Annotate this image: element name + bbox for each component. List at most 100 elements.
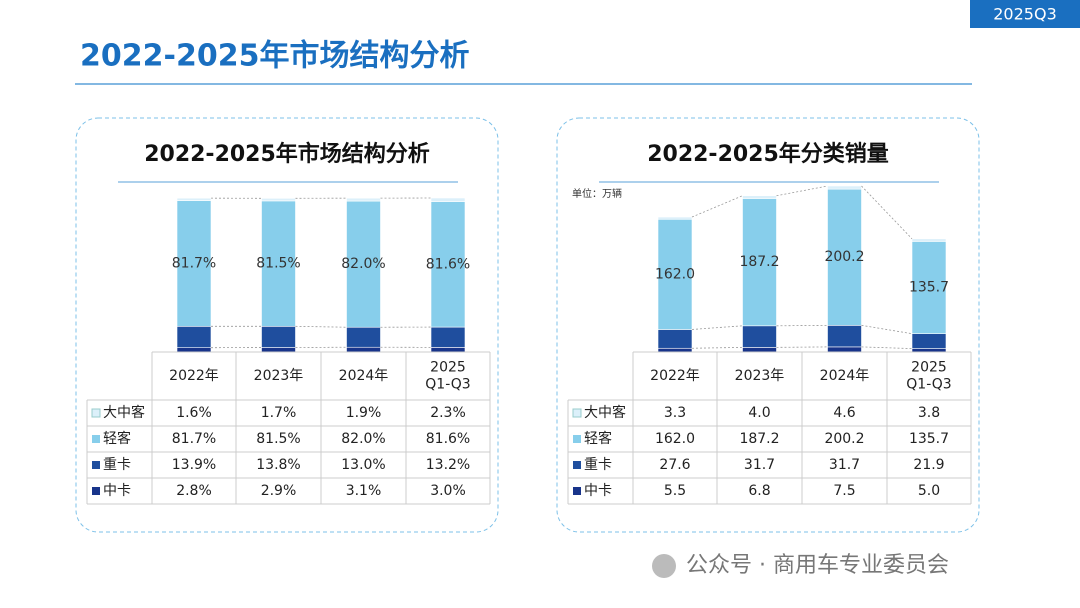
table-header: 2024年: [339, 368, 389, 384]
bar-segment: [827, 346, 862, 353]
series-name: 重卡: [103, 457, 131, 473]
bar-segment: [176, 197, 212, 201]
bar-segment: [911, 333, 947, 349]
bar-segment: [742, 325, 777, 348]
legend-swatch: [573, 461, 581, 469]
bar-segment: [176, 347, 212, 353]
legend-swatch: [92, 461, 100, 469]
bar-segment: [430, 347, 466, 353]
bar-segment: [346, 346, 381, 353]
table-value: 13.0%: [341, 457, 385, 473]
data-label: 135.7: [909, 280, 949, 296]
main-title: 2022-2025年市场结构分析: [80, 39, 469, 74]
table-value: 2.9%: [261, 483, 297, 499]
legend-swatch: [92, 435, 100, 443]
data-label: 81.6%: [426, 256, 470, 272]
bar-segment: [176, 326, 212, 348]
badge: 2025Q3: [993, 5, 1057, 24]
connector: [295, 325, 347, 328]
table-header: 2024年: [820, 368, 870, 384]
bar-segment: [346, 326, 381, 348]
panel: [556, 117, 980, 533]
table-value: 81.6%: [426, 431, 470, 447]
table-value: 21.9: [913, 457, 944, 473]
legend-swatch: [92, 487, 100, 495]
data-label: 187.2: [739, 254, 779, 270]
connector: [861, 346, 913, 349]
bar-segment: [430, 197, 466, 202]
table-value: 135.7: [909, 431, 949, 447]
bar-segment: [261, 200, 296, 327]
series-name: 大中客: [584, 404, 626, 421]
table-value: 81.7%: [172, 431, 216, 447]
bar-segment: [742, 195, 777, 199]
bar-segment: [827, 185, 862, 190]
unit: 单位：万辆: [572, 187, 622, 200]
table-value: 27.6: [659, 457, 690, 473]
data-label: 162.0: [655, 266, 695, 282]
data-label: 200.2: [824, 249, 864, 265]
table-value: 2.3%: [430, 405, 466, 421]
legend-swatch: [573, 435, 581, 443]
bar-segment: [261, 198, 296, 202]
table-header: 2023年: [735, 368, 785, 384]
table-value: 2.8%: [176, 483, 212, 499]
connector: [691, 346, 743, 349]
table-header: 2023年: [254, 368, 304, 384]
series-name: 中卡: [584, 483, 612, 499]
series-name: 轻客: [584, 430, 612, 447]
table-value: 82.0%: [341, 431, 385, 447]
bar-segment: [261, 347, 296, 353]
bar-segment: [911, 241, 947, 334]
table-value: 13.2%: [426, 457, 470, 473]
legend-swatch: [573, 487, 581, 495]
table-value: 3.3: [664, 405, 686, 421]
table-header: 2025 Q1-Q3: [906, 360, 951, 393]
bar-segment: [657, 329, 693, 349]
table-value: 4.0: [748, 405, 770, 421]
data-label: 82.0%: [341, 256, 385, 272]
table-value: 31.7: [829, 457, 860, 473]
bar-segment: [346, 200, 381, 328]
series-name: 轻客: [103, 430, 131, 447]
table-value: 31.7: [744, 457, 775, 473]
connector: [861, 324, 913, 335]
data-label: 81.7%: [172, 255, 216, 271]
table-value: 187.2: [739, 431, 779, 447]
panel: [75, 117, 499, 533]
bar-segment: [346, 197, 381, 202]
table-value: 3.0%: [430, 483, 466, 499]
series-name: 重卡: [584, 457, 612, 473]
bar-segment: [742, 198, 777, 327]
legend-swatch: [572, 408, 582, 418]
table-value: 1.9%: [346, 405, 382, 421]
connector: [691, 195, 743, 218]
footer: 公众号 · 商用车专业委员会: [686, 553, 949, 578]
panel-title: 2022-2025年市场结构分析: [144, 141, 430, 167]
legend-swatch: [91, 408, 101, 418]
bar-segment: [911, 238, 947, 242]
connector: [861, 185, 913, 240]
bar-segment: [261, 326, 296, 348]
table-value: 13.9%: [172, 457, 216, 473]
data-label: 81.5%: [256, 256, 300, 272]
connector: [691, 325, 743, 330]
table-value: 7.5: [833, 483, 855, 499]
table-value: 162.0: [655, 431, 695, 447]
table-header: 2025 Q1-Q3: [425, 360, 470, 393]
connector: [776, 185, 828, 197]
table-value: 6.8: [748, 483, 770, 499]
badge-bg: [970, 0, 1080, 28]
table-header: 2022年: [169, 368, 219, 384]
table-value: 200.2: [824, 431, 864, 447]
table-value: 3.8: [918, 405, 940, 421]
wechat-icon: [652, 554, 676, 578]
table-value: 1.7%: [261, 405, 297, 421]
table-header: 2022年: [650, 368, 700, 384]
bar-segment: [742, 347, 777, 353]
table-value: 81.5%: [256, 431, 300, 447]
bar-segment: [176, 200, 212, 327]
series-name: 中卡: [103, 483, 131, 499]
table-value: 5.5: [664, 483, 686, 499]
